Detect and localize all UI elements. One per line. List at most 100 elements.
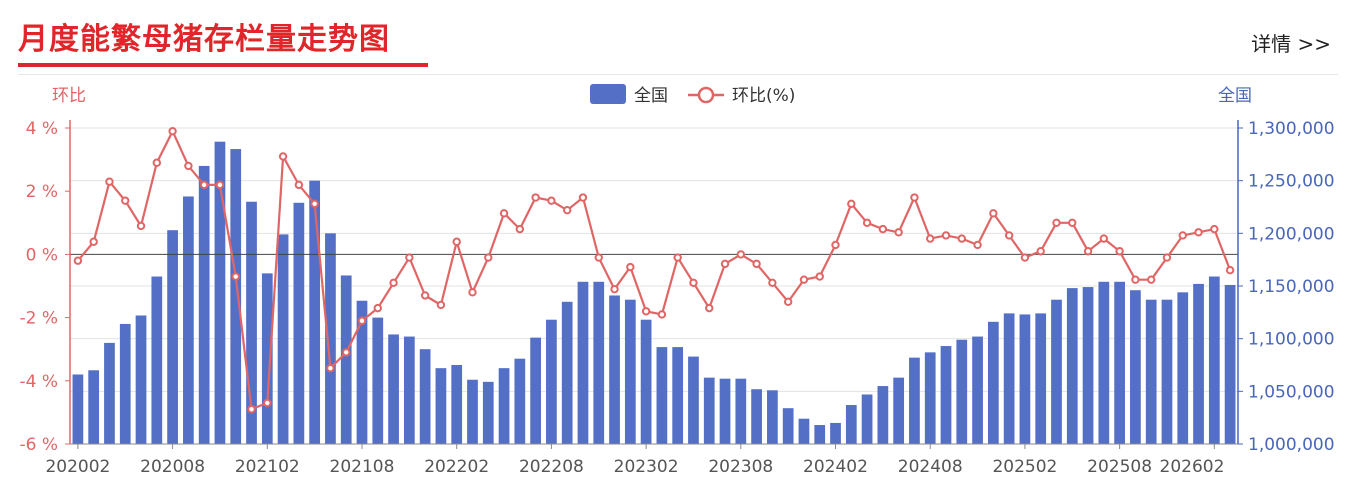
bar-national <box>246 201 257 444</box>
bar-national <box>1082 287 1094 444</box>
mom-change-point <box>1115 247 1124 256</box>
mom-change-point <box>578 193 588 202</box>
x-tick-label: 202408 <box>898 457 963 477</box>
mom-change-point <box>294 180 304 190</box>
mom-change-point <box>1178 231 1187 240</box>
bar-national <box>1051 299 1062 444</box>
x-tick-label: 202208 <box>519 457 584 477</box>
x-tick-label: 202508 <box>1087 457 1152 477</box>
bar-national <box>546 319 557 444</box>
mom-change-point <box>278 152 288 161</box>
bar-national <box>293 202 305 444</box>
mom-change-point <box>420 291 430 300</box>
bar-national <box>72 374 84 444</box>
mom-change-point <box>926 234 935 243</box>
bar-national <box>388 334 399 444</box>
bar-national <box>940 346 952 444</box>
right-tick-label: 1,200,000 <box>1248 224 1335 244</box>
mom-change-point <box>1210 224 1219 234</box>
bar-national <box>577 281 589 444</box>
right-tick-label: 1,000,000 <box>1248 435 1335 455</box>
legend-line-label: 环比(%) <box>732 86 795 106</box>
mom-change-point <box>1146 275 1156 284</box>
mom-change-point <box>121 196 130 205</box>
bar-national <box>214 141 226 444</box>
bar-national <box>119 323 131 444</box>
left-tick-label: -2 % <box>19 309 58 329</box>
bar-national <box>877 386 889 444</box>
mom-change-point <box>626 262 635 272</box>
bar-national <box>924 352 936 444</box>
mom-change-point <box>862 218 872 228</box>
bar-national <box>1066 288 1078 444</box>
bar-national <box>104 342 115 444</box>
mom-change-point <box>768 278 777 288</box>
mom-change-point <box>815 272 824 281</box>
bar-national <box>514 358 526 444</box>
mom-change-point <box>452 237 461 246</box>
legend-line-marker <box>697 86 715 104</box>
bar-national <box>640 319 652 444</box>
mom-change-point <box>831 240 840 250</box>
mom-change-point <box>389 278 398 288</box>
bar-national <box>609 295 620 444</box>
bar-national <box>1130 290 1141 444</box>
mom-change-point <box>1068 218 1077 228</box>
bar-national <box>435 368 447 444</box>
legend-bar-label: 全国 <box>634 86 668 106</box>
mom-change-point <box>326 363 335 373</box>
bar-national <box>230 149 242 445</box>
bar-national <box>151 276 163 444</box>
left-tick-label: 2 % <box>26 182 58 202</box>
bar-national <box>624 299 636 444</box>
mom-change-point <box>878 224 888 234</box>
x-tick-label: 202008 <box>140 457 205 477</box>
mom-change-point <box>783 297 793 306</box>
mom-change-point <box>263 398 272 408</box>
bar-national <box>782 408 794 444</box>
x-tick-label: 202202 <box>424 457 489 477</box>
mom-change-point <box>941 231 951 240</box>
bar-national <box>688 356 699 444</box>
bar-national <box>703 377 715 444</box>
mom-change-point <box>136 221 146 231</box>
mom-change-point <box>1004 231 1014 240</box>
bar-national <box>467 379 478 444</box>
mom-change-point <box>247 405 256 414</box>
mom-change-point <box>436 300 446 310</box>
mom-change-point <box>89 237 98 246</box>
mom-change-point <box>705 303 714 313</box>
mom-change-point <box>1194 228 1203 237</box>
mom-change-point <box>310 199 319 209</box>
bar-national <box>530 337 541 444</box>
bar-national <box>372 317 384 444</box>
mom-change-point <box>799 275 809 284</box>
left-tick-label: -4 % <box>19 372 58 392</box>
mom-change-point <box>168 126 177 136</box>
bar-national <box>261 273 273 444</box>
bar-national <box>1114 281 1125 444</box>
bar-national <box>451 365 463 444</box>
bar-national <box>198 165 210 445</box>
bar-national <box>798 418 810 444</box>
mom-change-point <box>720 259 730 269</box>
bar-national <box>183 196 194 444</box>
mom-change-point <box>105 177 114 186</box>
bar-national <box>498 368 510 444</box>
bar-national <box>1177 292 1189 444</box>
x-tick-label: 202302 <box>614 457 679 477</box>
details-link[interactable]: 详情 >> <box>1251 32 1331 56</box>
bar-national <box>830 422 841 444</box>
bar-national <box>340 275 352 444</box>
mom-change-point <box>562 205 572 215</box>
bar-national <box>88 370 100 444</box>
left-tick-label: 0 % <box>26 245 58 265</box>
bar-national <box>893 377 905 444</box>
right-axis-title: 全国 <box>1218 86 1252 106</box>
mom-change-point <box>736 250 746 259</box>
mom-change-point <box>468 288 477 297</box>
mom-change-point <box>484 253 493 262</box>
bar-national <box>1208 276 1220 444</box>
bar-national <box>561 301 573 444</box>
